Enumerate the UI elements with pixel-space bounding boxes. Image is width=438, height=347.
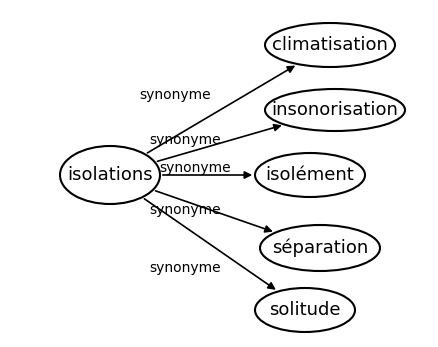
Text: insonorisation: insonorisation — [271, 101, 398, 119]
Ellipse shape — [254, 288, 354, 332]
Text: synonyme: synonyme — [159, 161, 230, 175]
Ellipse shape — [254, 153, 364, 197]
Text: synonyme: synonyme — [149, 133, 220, 147]
Ellipse shape — [265, 89, 404, 131]
Text: isolément: isolément — [265, 166, 353, 184]
Text: synonyme: synonyme — [149, 203, 220, 217]
Text: isolations: isolations — [67, 166, 152, 184]
Text: solitude: solitude — [268, 301, 340, 319]
Text: climatisation: climatisation — [272, 36, 387, 54]
Text: synonyme: synonyme — [139, 88, 210, 102]
Ellipse shape — [60, 146, 159, 204]
Text: séparation: séparation — [271, 239, 367, 257]
Ellipse shape — [259, 225, 379, 271]
Ellipse shape — [265, 23, 394, 67]
Text: synonyme: synonyme — [149, 261, 220, 275]
